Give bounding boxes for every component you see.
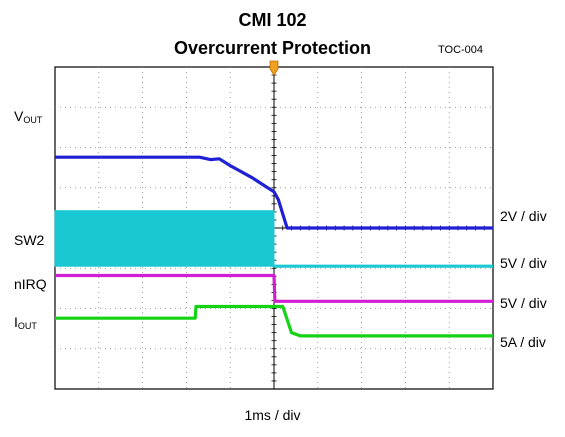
x-axis-label: 1ms / div xyxy=(244,407,301,423)
trace-label-nirq: nIRQ xyxy=(14,276,47,292)
trace-label-iout: IOUT xyxy=(14,314,37,331)
chart-title: CMI 102 xyxy=(238,10,307,30)
figure-code: TOC-004 xyxy=(438,44,484,56)
trace-vout xyxy=(55,155,493,230)
scale-label-vout: 2V / div xyxy=(500,208,547,224)
trace-label-vout: VOUT xyxy=(14,108,43,125)
trace-sw2-band xyxy=(54,210,275,267)
scale-label-sw2: 5V / div xyxy=(500,255,547,271)
trace-nirq xyxy=(55,273,493,303)
traces xyxy=(54,155,493,338)
trace-label-sw2: SW2 xyxy=(14,232,45,248)
scale-label-iout: 5A / div xyxy=(500,334,546,350)
trigger-marker-icon xyxy=(269,60,279,76)
scale-label-nirq: 5V / div xyxy=(500,295,547,311)
trace-iout xyxy=(55,304,493,338)
trigger-marker xyxy=(269,60,279,76)
chart-subtitle: Overcurrent Protection xyxy=(173,38,372,58)
